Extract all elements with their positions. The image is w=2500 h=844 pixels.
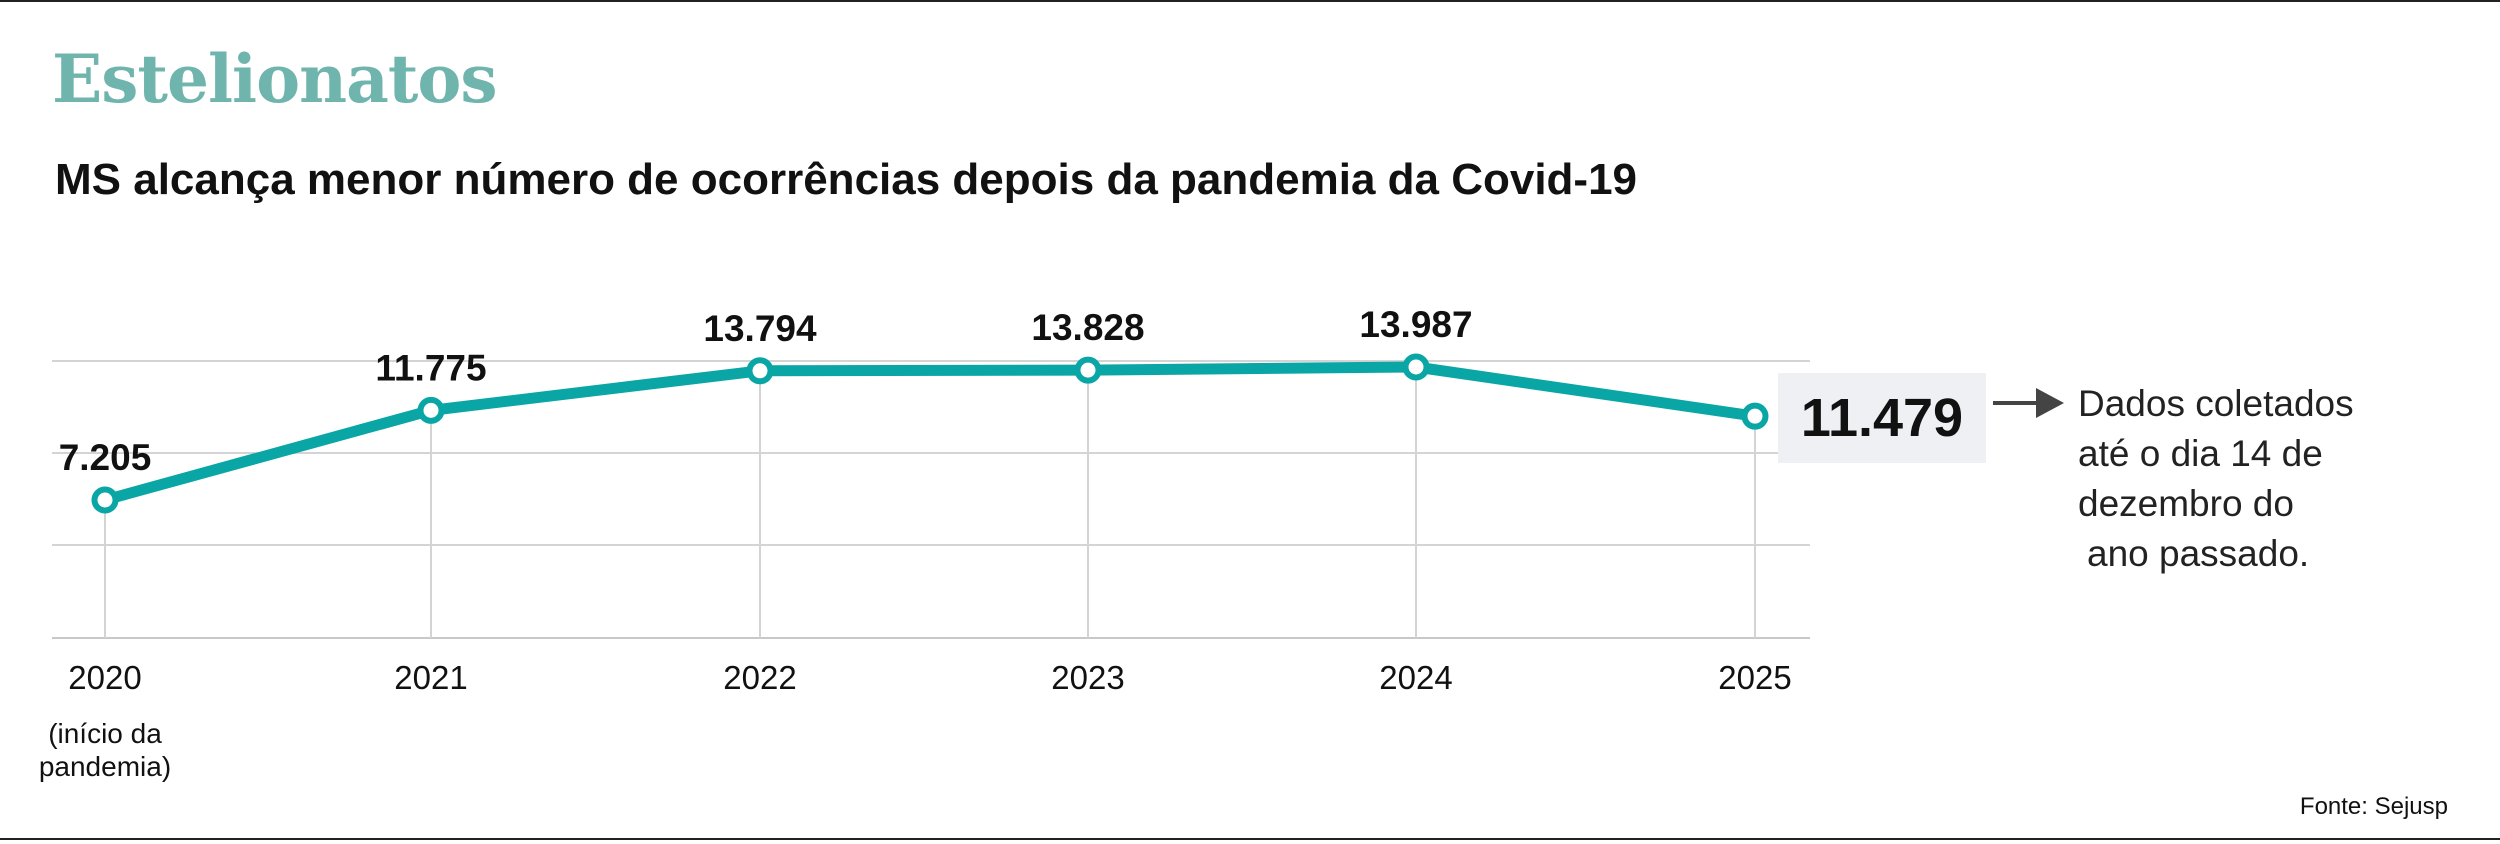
data-labels: 7.205 11.775 13.794 13.828 13.987 11.479	[59, 304, 1963, 478]
x-tick-label: 2021	[394, 659, 467, 696]
series-line	[99, 361, 1761, 506]
chart-subtitle: MS alcança menor número de ocorrências d…	[55, 155, 1638, 204]
data-label-highlight: 11.479	[1801, 388, 1963, 448]
annotation-line: até o dia 14 de	[2078, 433, 2323, 474]
x-tick-label: (início da	[48, 718, 162, 749]
top-rule	[0, 0, 2500, 2]
data-point	[746, 357, 774, 385]
data-point	[1741, 402, 1769, 430]
data-label: 7.205	[59, 437, 152, 478]
x-tick-label: 2025	[1718, 659, 1791, 696]
series-line-group	[91, 353, 1986, 514]
annotation-line: ano passado.	[2087, 533, 2309, 574]
annotation-line: dezembro do	[2078, 483, 2294, 524]
x-tick-label: 2023	[1051, 659, 1124, 696]
annotation-arrow-head	[2036, 388, 2064, 418]
x-tick-label: 2020	[68, 659, 141, 696]
data-point	[91, 486, 119, 514]
data-label: 13.987	[1359, 304, 1472, 345]
bottom-rule	[0, 838, 2500, 840]
data-point	[1074, 356, 1102, 384]
data-point	[417, 396, 445, 424]
data-label: 13.828	[1031, 307, 1144, 348]
data-label: 11.775	[375, 347, 486, 388]
x-tick-label: 2024	[1379, 659, 1452, 696]
annotation-line: Dados coletados	[2078, 383, 2354, 424]
annotation-group: Dados coletados até o dia 14 de dezembro d…	[1993, 383, 2354, 574]
x-tick-label: pandemia)	[39, 751, 171, 782]
x-tick-label: 2022	[723, 659, 796, 696]
grid-lines	[52, 360, 1810, 639]
source-note: Fonte: Sejusp	[2299, 793, 2448, 820]
highlight-box	[1778, 373, 1986, 463]
data-label: 13.794	[703, 308, 817, 349]
data-point	[1402, 353, 1430, 381]
kicker-title: Estelionatos	[52, 40, 498, 118]
